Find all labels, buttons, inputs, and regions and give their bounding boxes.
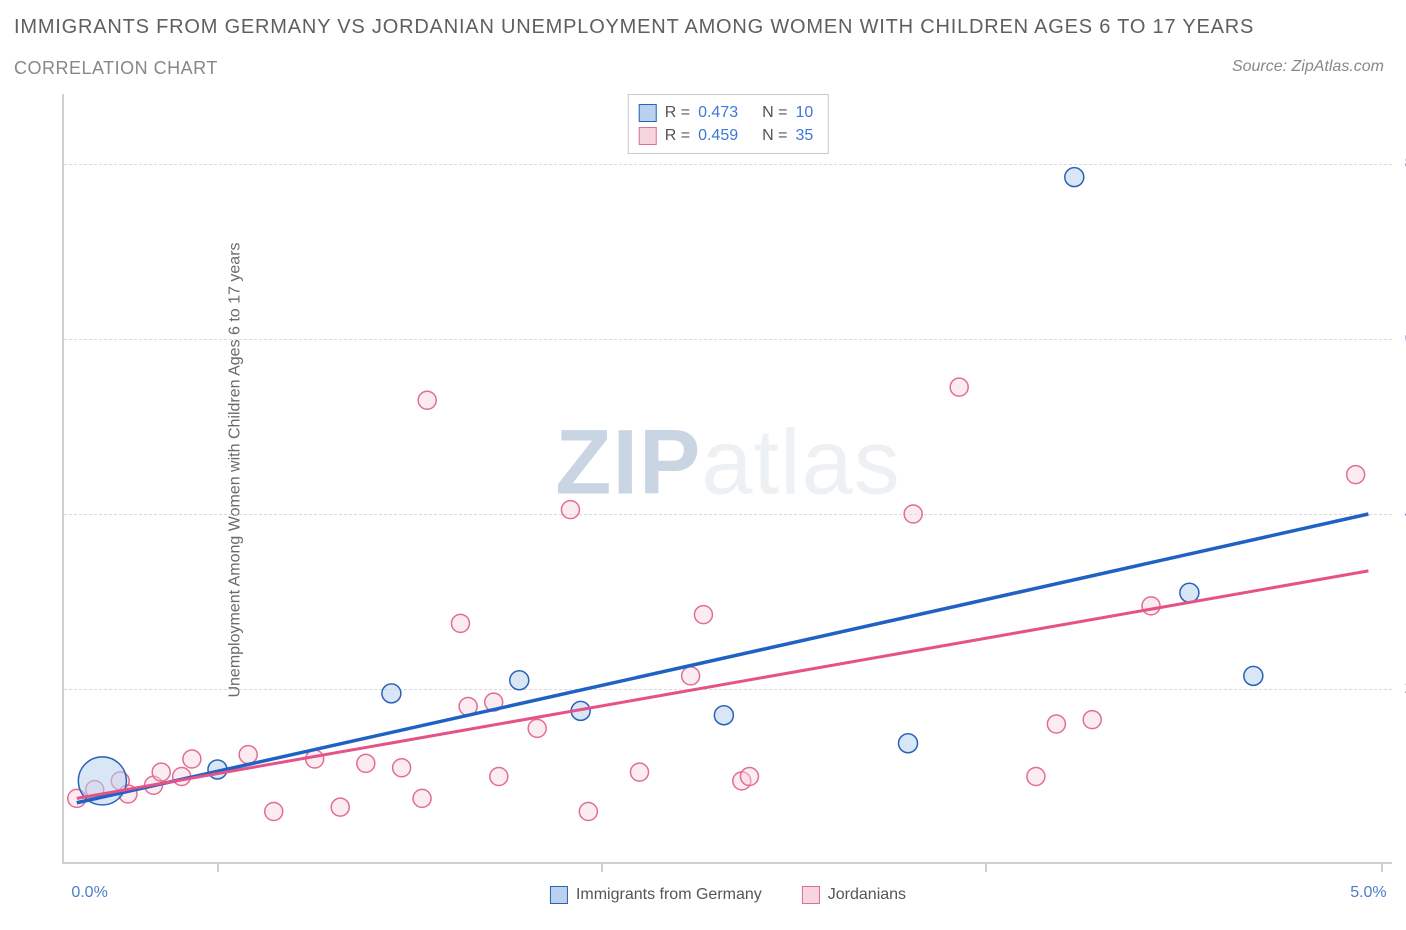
- chart-title: IMMIGRANTS FROM GERMANY VS JORDANIAN UNE…: [14, 16, 1254, 39]
- data-point-pink: [1347, 466, 1365, 484]
- data-point-pink: [561, 501, 579, 519]
- swatch-jordanians: [802, 886, 820, 904]
- source-credit: Source: ZipAtlas.com: [1232, 58, 1384, 76]
- data-point-pink: [630, 763, 648, 781]
- data-point-pink: [451, 614, 469, 632]
- plot-area: ZIPatlas 20.0%40.0%60.0%80.0% 0.0%5.0% R…: [62, 94, 1392, 864]
- data-point-pink: [1083, 711, 1101, 729]
- series-legend: Immigrants from Germany Jordanians: [550, 886, 906, 904]
- data-point-blue: [714, 706, 733, 725]
- data-point-blue: [899, 734, 918, 753]
- x-tick-label: 0.0%: [71, 884, 107, 902]
- x-tick: [1381, 862, 1383, 872]
- trend-line-pink: [77, 571, 1369, 799]
- data-point-pink: [239, 746, 257, 764]
- data-point-pink: [152, 763, 170, 781]
- data-point-blue: [1244, 666, 1263, 685]
- data-point-pink: [265, 803, 283, 821]
- data-point-blue: [382, 684, 401, 703]
- scatter-svg: [64, 94, 1392, 862]
- data-point-pink: [183, 750, 201, 768]
- data-point-blue: [1065, 168, 1084, 187]
- data-point-pink: [1027, 768, 1045, 786]
- x-tick: [985, 862, 987, 872]
- data-point-pink: [1142, 597, 1160, 615]
- data-point-pink: [950, 378, 968, 396]
- trend-line-blue: [77, 514, 1369, 803]
- data-point-pink: [904, 505, 922, 523]
- chart-subtitle: CORRELATION CHART: [14, 58, 218, 79]
- data-point-pink: [740, 768, 758, 786]
- data-point-pink: [413, 789, 431, 807]
- data-point-pink: [418, 391, 436, 409]
- data-point-blue: [1180, 583, 1199, 602]
- data-point-pink: [1047, 715, 1065, 733]
- data-point-pink: [528, 719, 546, 737]
- x-tick: [217, 862, 219, 872]
- source-prefix: Source:: [1232, 58, 1292, 75]
- data-point-pink: [357, 754, 375, 772]
- data-point-pink: [694, 606, 712, 624]
- swatch-germany: [550, 886, 568, 904]
- legend-label-germany: Immigrants from Germany: [576, 886, 762, 904]
- legend-label-jordanians: Jordanians: [828, 886, 906, 904]
- data-point-pink: [490, 768, 508, 786]
- data-point-pink: [579, 803, 597, 821]
- legend-item-jordanians: Jordanians: [802, 886, 906, 904]
- data-point-blue: [510, 671, 529, 690]
- legend-item-germany: Immigrants from Germany: [550, 886, 762, 904]
- data-point-pink: [393, 759, 411, 777]
- x-tick: [601, 862, 603, 872]
- source-name: ZipAtlas.com: [1292, 58, 1384, 75]
- data-point-pink: [682, 667, 700, 685]
- x-tick-label: 5.0%: [1350, 884, 1386, 902]
- data-point-pink: [331, 798, 349, 816]
